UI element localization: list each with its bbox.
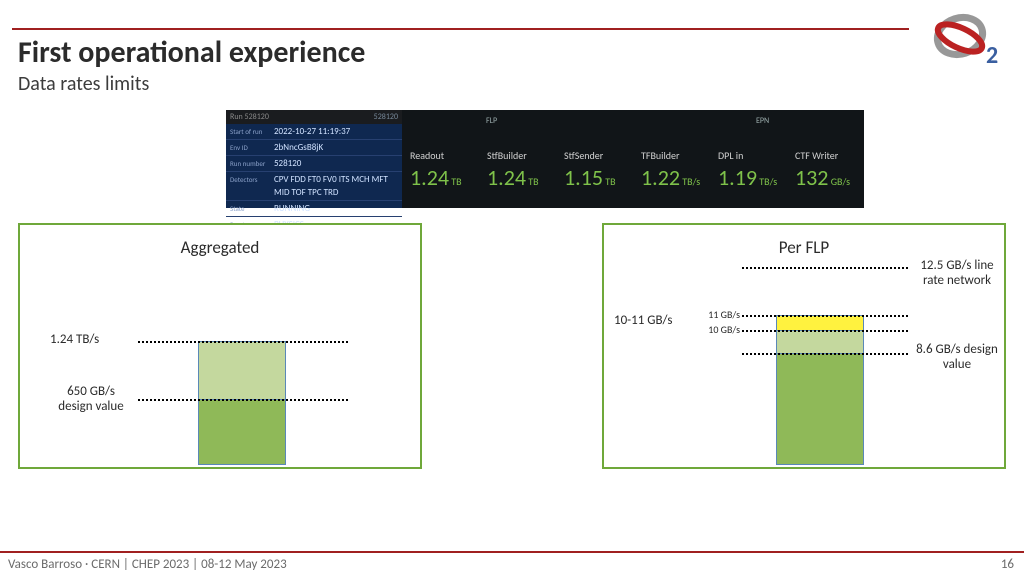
metric-value: 1.15 TB bbox=[564, 164, 633, 191]
runinfo-label: Run number bbox=[230, 157, 265, 170]
page-title: First operational experience bbox=[18, 34, 365, 71]
metric: StfBuilder 1.24 TB bbox=[479, 127, 556, 191]
threshold-line bbox=[742, 330, 908, 332]
panel-aggregated: Aggregated 1.24 TB/s650 GB/sdesign value bbox=[18, 223, 422, 469]
runinfo-label: State bbox=[230, 202, 245, 215]
label-achieved: 1.24 TB/s bbox=[50, 333, 99, 348]
threshold-line bbox=[742, 353, 908, 355]
top-rule bbox=[12, 28, 909, 30]
runinfo-row: Detectors CPV FDD FT0 FV0 ITS MCH MFT MID… bbox=[226, 172, 402, 201]
metric-unit: TB/s bbox=[680, 175, 700, 188]
threshold-line bbox=[742, 315, 908, 317]
metric: StfSender 1.15 TB bbox=[556, 127, 633, 191]
threshold-line bbox=[138, 399, 348, 401]
metric-unit: TB bbox=[526, 175, 539, 188]
metric-unit: TB bbox=[449, 175, 462, 188]
metric-value: 1.24 TB bbox=[487, 164, 556, 191]
bar-segment bbox=[776, 353, 864, 465]
svg-text:2: 2 bbox=[986, 41, 998, 68]
metric-value: 1.24 TB bbox=[410, 164, 479, 191]
label-design: 650 GB/sdesign value bbox=[50, 385, 132, 415]
threshold-line bbox=[742, 267, 908, 269]
metric: CTF Writer 132 GB/s bbox=[787, 127, 864, 191]
metric-name: Readout bbox=[410, 149, 479, 162]
runinfo-label: Env ID bbox=[230, 141, 248, 154]
metric: DPL in 1.19 TB/s bbox=[710, 127, 787, 191]
footer-text: Vasco Barroso · CERN | CHEP 2023 | 08-12… bbox=[8, 557, 287, 572]
run-label: Run 528120 bbox=[230, 112, 269, 122]
label-linerate: 12.5 GB/s line rate network bbox=[914, 259, 1000, 289]
metric-name: StfBuilder bbox=[487, 149, 556, 162]
label-micro: 11 GB/s bbox=[702, 309, 740, 321]
bottom-rule bbox=[0, 551, 1024, 553]
metric-unit: TB/s bbox=[757, 175, 777, 188]
runinfo-value: RUNNING bbox=[274, 203, 310, 214]
runinfo-label: Start of run bbox=[230, 125, 262, 138]
runinfo-value: CPV FDD FT0 FV0 ITS MCH MFT MID TOF TPC … bbox=[274, 174, 388, 198]
page-number: 16 bbox=[1001, 557, 1014, 572]
runinfo-value: 528120 bbox=[274, 158, 301, 169]
runinfo-label: Detectors bbox=[230, 173, 258, 186]
label-left: 10-11 GB/s bbox=[614, 314, 672, 329]
dashboard-screenshot: Run 528120 528120 Start of run 2022-10-27… bbox=[226, 110, 864, 208]
metric-unit: TB bbox=[603, 175, 616, 188]
logo-o2: 2 bbox=[916, 8, 1006, 68]
runinfo-row: Start of run 2022-10-27 11:19:37 bbox=[226, 124, 402, 140]
run-id: 528120 bbox=[374, 112, 398, 122]
metric-unit: GB/s bbox=[828, 175, 850, 188]
label-design: 8.6 GB/s design value bbox=[914, 343, 1000, 373]
sect-flp: FLP bbox=[486, 116, 497, 126]
sect-epn: EPN bbox=[756, 116, 769, 126]
runinfo-row: State RUNNING bbox=[226, 201, 402, 217]
dash-metrics: FLP EPN Readout1.24 TBStfBuilder1.24 TBS… bbox=[402, 110, 864, 208]
page-subtitle: Data rates limits bbox=[18, 72, 149, 96]
runinfo-value: 2022-10-27 11:19:37 bbox=[274, 126, 350, 137]
runinfo-row: Env ID 2bNncGsB8jK bbox=[226, 140, 402, 156]
runinfo-row: Run number 528120 bbox=[226, 156, 402, 172]
metric: TFBuilder 1.22 TB/s bbox=[633, 127, 710, 191]
bar-design bbox=[198, 399, 286, 465]
metric-value: 1.19 TB/s bbox=[718, 164, 787, 191]
runinfo-value: 2bNncGsB8jK bbox=[274, 142, 323, 153]
label-micro: 10 GB/s bbox=[702, 324, 740, 336]
threshold-line bbox=[138, 341, 348, 343]
metric-name: DPL in bbox=[718, 149, 787, 162]
metric-value: 1.22 TB/s bbox=[641, 164, 710, 191]
metric-name: TFBuilder bbox=[641, 149, 710, 162]
metric-name: StfSender bbox=[564, 149, 633, 162]
metric-value: 132 GB/s bbox=[795, 164, 864, 191]
panel-perflp: Per FLP 10-11 GB/s11 GB/s10 GB/s12.5 GB/… bbox=[602, 223, 1006, 469]
metric: Readout 1.24 TB bbox=[402, 127, 479, 191]
dash-runinfo: Run 528120 528120 Start of run 2022-10-27… bbox=[226, 110, 402, 208]
metric-name: CTF Writer bbox=[795, 149, 864, 162]
